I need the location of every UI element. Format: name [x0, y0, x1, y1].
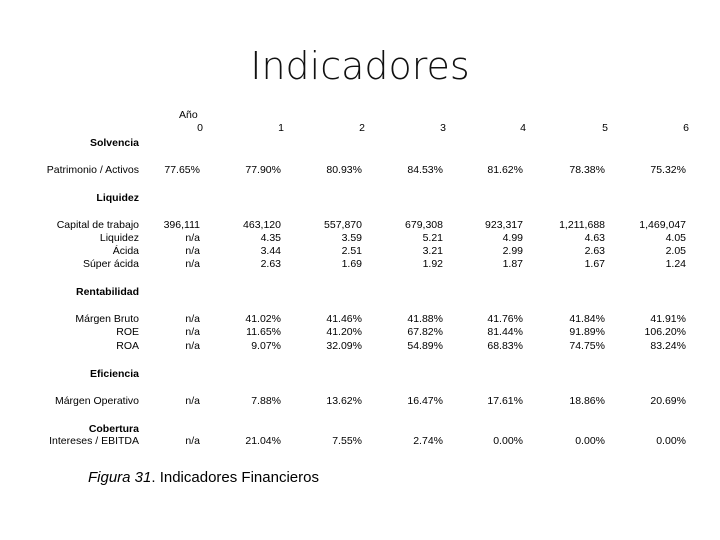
cell-roa-6: 83.24% — [650, 340, 686, 352]
cell-margen_operativo-0: n/a — [185, 395, 200, 407]
cell-patrimonio-2: 80.93% — [326, 164, 362, 176]
cell-capital-2: 557,870 — [324, 219, 362, 231]
year-label: Año — [179, 109, 198, 121]
cell-margen_bruto-0: n/a — [185, 313, 200, 325]
cell-acida-0: n/a — [185, 245, 200, 257]
figure-caption: Figura 31. Indicadores Financieros — [88, 469, 319, 486]
cell-capital-0: 396,111 — [163, 219, 200, 231]
cell-roe-5: 91.89% — [569, 326, 605, 338]
section-rentabilidad: Rentabilidad — [75, 286, 139, 298]
cell-margen_bruto-6: 41.91% — [650, 313, 686, 325]
cell-roe-2: 41.20% — [326, 326, 362, 338]
cell-superacida-0: n/a — [185, 258, 200, 270]
row-label-intereses: Intereses / EBITDA — [49, 435, 139, 447]
cell-capital-4: 923,317 — [485, 219, 523, 231]
cell-superacida-6: 1.24 — [665, 258, 686, 270]
cell-intereses-1: 21.04% — [245, 435, 281, 447]
cell-intereses-4: 0.00% — [493, 435, 523, 447]
cell-superacida-3: 1.92 — [422, 258, 443, 270]
row-label-acida: Ácida — [112, 245, 139, 257]
cell-superacida-4: 1.87 — [502, 258, 523, 270]
cell-intereses-6: 0.00% — [656, 435, 686, 447]
cell-capital-6: 1,469,047 — [639, 219, 686, 231]
cell-margen_bruto-5: 41.84% — [569, 313, 605, 325]
figure-number: Figura 31 — [88, 469, 152, 486]
cell-patrimonio-4: 81.62% — [487, 164, 523, 176]
cell-margen_operativo-3: 16.47% — [407, 395, 443, 407]
year-header-4: 4 — [520, 122, 526, 134]
year-header-2: 2 — [359, 122, 365, 134]
cell-roa-4: 68.83% — [487, 340, 523, 352]
cell-margen_bruto-2: 41.46% — [326, 313, 362, 325]
cell-margen_bruto-1: 41.02% — [245, 313, 281, 325]
cell-roa-2: 32.09% — [326, 340, 362, 352]
cell-liquidez-5: 4.63 — [584, 232, 605, 244]
cell-intereses-0: n/a — [185, 435, 200, 447]
cell-roa-0: n/a — [185, 340, 200, 352]
cell-liquidez-1: 4.35 — [260, 232, 281, 244]
cell-superacida-5: 1.67 — [584, 258, 605, 270]
cell-liquidez-6: 4.05 — [665, 232, 686, 244]
cell-margen_operativo-4: 17.61% — [487, 395, 523, 407]
cell-patrimonio-6: 75.32% — [650, 164, 686, 176]
cell-roe-0: n/a — [185, 326, 200, 338]
cell-intereses-3: 2.74% — [413, 435, 443, 447]
section-liquidez: Liquidez — [96, 192, 139, 204]
cell-acida-4: 2.99 — [502, 245, 523, 257]
cell-roe-4: 81.44% — [487, 326, 523, 338]
cell-patrimonio-0: 77.65% — [164, 164, 200, 176]
figure-caption-text: . Indicadores Financieros — [151, 469, 319, 486]
cell-intereses-5: 0.00% — [575, 435, 605, 447]
cell-capital-3: 679,308 — [405, 219, 443, 231]
cell-liquidez-3: 5.21 — [422, 232, 443, 244]
cell-acida-2: 2.51 — [341, 245, 362, 257]
cell-liquidez-4: 4.99 — [502, 232, 523, 244]
row-label-liquidez: Liquidez — [99, 232, 139, 244]
cell-roa-1: 9.07% — [251, 340, 281, 352]
row-label-margen_operativo: Márgen Operativo — [54, 395, 139, 407]
cell-roe-1: 11.65% — [246, 326, 281, 338]
cell-margen_operativo-5: 18.86% — [569, 395, 605, 407]
row-label-capital: Capital de trabajo — [56, 219, 139, 231]
year-header-0: 0 — [197, 122, 203, 134]
cell-roa-5: 74.75% — [569, 340, 605, 352]
cell-roe-3: 67.82% — [407, 326, 443, 338]
cell-roe-6: 106.20% — [644, 326, 686, 338]
cell-liquidez-2: 3.59 — [341, 232, 362, 244]
cell-patrimonio-3: 84.53% — [407, 164, 443, 176]
cell-patrimonio-1: 77.90% — [245, 164, 281, 176]
cell-liquidez-0: n/a — [185, 232, 200, 244]
cell-acida-5: 2.63 — [584, 245, 605, 257]
cell-margen_operativo-6: 20.69% — [650, 395, 686, 407]
year-header-1: 1 — [278, 122, 284, 134]
row-label-superacida: Súper ácida — [82, 258, 139, 270]
section-solvencia: Solvencia — [89, 137, 139, 149]
cell-margen_operativo-2: 13.62% — [326, 395, 362, 407]
year-header-6: 6 — [683, 122, 689, 134]
cell-superacida-2: 1.69 — [341, 258, 362, 270]
cell-margen_bruto-3: 41.88% — [407, 313, 443, 325]
cell-margen_bruto-4: 41.76% — [487, 313, 523, 325]
page-title: Indicadores — [250, 44, 470, 88]
cell-capital-5: 1,211,688 — [559, 219, 605, 231]
cell-roa-3: 54.89% — [407, 340, 443, 352]
cell-intereses-2: 7.55% — [332, 435, 362, 447]
row-label-patrimonio: Patrimonio / Activos — [46, 164, 139, 176]
cell-superacida-1: 2.63 — [260, 258, 281, 270]
cell-capital-1: 463,120 — [243, 219, 281, 231]
row-label-margen_bruto: Márgen Bruto — [75, 313, 139, 325]
cell-patrimonio-5: 78.38% — [569, 164, 605, 176]
row-label-roe: ROE — [116, 326, 139, 338]
cell-margen_operativo-1: 7.88% — [251, 395, 281, 407]
section-cobertura: Cobertura — [88, 423, 139, 435]
year-header-5: 5 — [602, 122, 608, 134]
cell-acida-3: 3.21 — [422, 245, 443, 257]
year-header-3: 3 — [440, 122, 446, 134]
cell-acida-1: 3.44 — [260, 245, 281, 257]
cell-acida-6: 2.05 — [665, 245, 686, 257]
section-eficiencia: Eficiencia — [89, 368, 139, 380]
row-label-roa: ROA — [116, 340, 139, 352]
